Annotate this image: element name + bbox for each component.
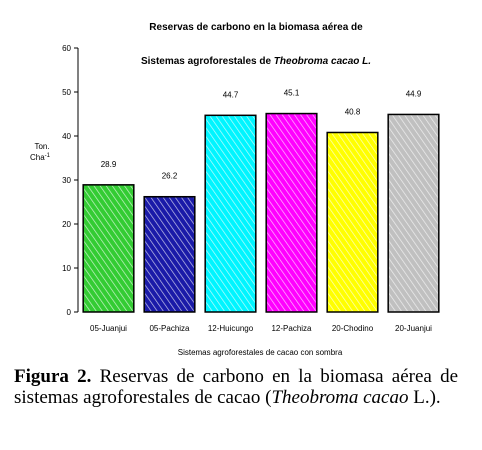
bar-hatching bbox=[145, 197, 194, 311]
caption-text: Reservas de carbono en la biomasa aérea … bbox=[14, 366, 459, 408]
caption-text-end: L.). bbox=[408, 387, 441, 408]
y-tick-label: 60 bbox=[62, 44, 71, 53]
y-tick-label: 10 bbox=[62, 264, 71, 273]
bars: 28.9 26.2 44.7 45.1 40.8 44.9 bbox=[82, 89, 440, 313]
x-tick-label: 05-Pachiza bbox=[149, 324, 190, 333]
y-tick-label: 50 bbox=[62, 88, 71, 97]
caption-label: Figura 2. bbox=[14, 366, 92, 387]
chart-title-line2-species: Theobroma cacao L. bbox=[274, 56, 371, 67]
chart-title-line2-text: Sistemas agroforestales de bbox=[141, 56, 274, 67]
x-axis-label: Sistemas agroforestales de cacao con som… bbox=[178, 348, 343, 357]
bar-hatching bbox=[267, 114, 316, 311]
bar-chart: Reservas de carbono en la biomasa aérea … bbox=[30, 22, 440, 357]
chart-title-line2: Sistemas agroforestales de Theobroma cac… bbox=[141, 56, 371, 67]
y-axis: 0 10 20 30 40 50 60 bbox=[62, 44, 79, 317]
y-axis-label-unit: Cha bbox=[30, 153, 45, 162]
bar-hatching bbox=[389, 115, 438, 311]
x-tick-label: 20-Chodino bbox=[332, 324, 374, 333]
bar-hatching bbox=[206, 116, 255, 311]
y-tick-label: 20 bbox=[62, 220, 71, 229]
bar-hatching bbox=[328, 133, 377, 311]
bar-hatching bbox=[84, 185, 133, 311]
y-tick-label: 0 bbox=[67, 308, 72, 317]
x-tick-label: 20-Juanjui bbox=[395, 324, 432, 333]
x-tick-label: 05-Juanjui bbox=[90, 324, 127, 333]
y-tick-label: 30 bbox=[62, 176, 71, 185]
y-axis-label-exponent: -1 bbox=[45, 153, 51, 159]
bar-value-label: 44.9 bbox=[406, 89, 422, 98]
x-tick-label: 12-Pachiza bbox=[271, 324, 312, 333]
y-axis-label-line2: Cha-1 bbox=[30, 153, 51, 162]
y-tick-label: 40 bbox=[62, 132, 71, 141]
caption-species: Theobroma cacao bbox=[271, 387, 409, 408]
figure-caption: Figura 2. Reservas de carbono en la biom… bbox=[14, 366, 458, 408]
x-tick-labels: 05-Juanjui 05-Pachiza 12-Huicungo 12-Pachiz… bbox=[90, 324, 432, 333]
bar-value-label: 40.8 bbox=[345, 107, 361, 116]
bar-value-label: 45.1 bbox=[284, 89, 300, 98]
chart-title-line1: Reservas de carbono en la biomasa aérea … bbox=[149, 22, 363, 33]
bar-value-label: 28.9 bbox=[101, 160, 117, 169]
x-tick-label: 12-Huicungo bbox=[208, 324, 254, 333]
bar-value-label: 26.2 bbox=[162, 172, 178, 181]
y-axis-label-line1: Ton. bbox=[34, 142, 49, 151]
bar-value-label: 44.7 bbox=[223, 90, 239, 99]
